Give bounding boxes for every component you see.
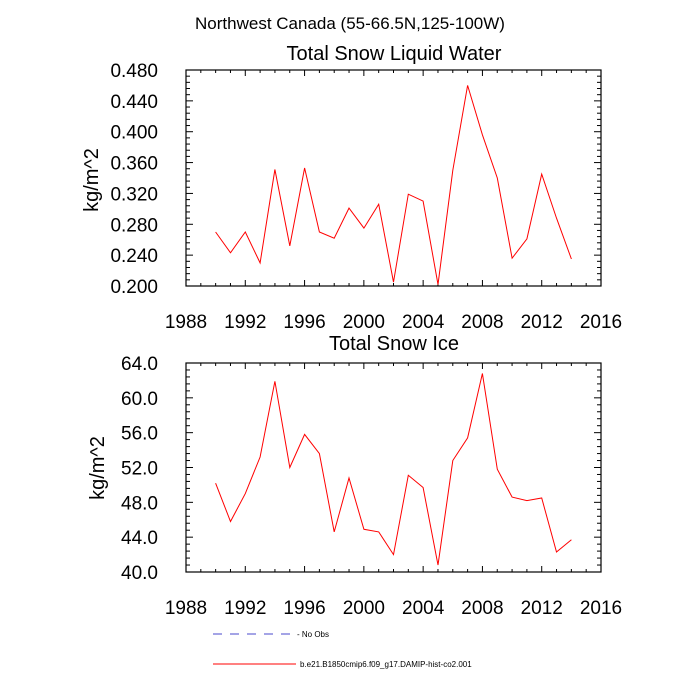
y-tick-label: 0.360 bbox=[110, 154, 158, 175]
y-tick-label: 52.0 bbox=[121, 459, 158, 480]
x-tick-label: 2000 bbox=[343, 312, 385, 333]
x-tick-label: 2004 bbox=[402, 598, 445, 619]
panel-snow-liquid-water: Total Snow Liquid Water kg/m^2 1988 1992 1… bbox=[81, 43, 622, 333]
x-tick-label: 2008 bbox=[461, 598, 503, 619]
x-tick-label: 1988 bbox=[165, 598, 207, 619]
x-tick-label: 2000 bbox=[343, 598, 385, 619]
x-tick-label: 2012 bbox=[521, 598, 563, 619]
panel-title: Total Snow Liquid Water bbox=[287, 43, 502, 65]
legend-label-model-run: b.e21.B1850cmip6.f09_g17.DAMIP-hist-co2.… bbox=[300, 660, 472, 669]
y-tick-label: 44.0 bbox=[121, 528, 158, 549]
legend-label-no-obs: - No Obs bbox=[297, 630, 329, 639]
y-tick-label: 0.320 bbox=[110, 184, 158, 205]
x-tick-label: 1988 bbox=[165, 312, 207, 333]
panel-title: Total Snow Ice bbox=[329, 333, 459, 355]
y-tick-label: 64.0 bbox=[121, 354, 158, 375]
y-tick-label: 40.0 bbox=[121, 563, 158, 584]
y-tick-label: 0.280 bbox=[110, 215, 158, 236]
y-tick-label: 0.480 bbox=[110, 61, 158, 82]
series-line bbox=[215, 373, 572, 566]
y-tick-label: 48.0 bbox=[121, 493, 158, 514]
x-tick-label: 2016 bbox=[580, 598, 622, 619]
y-tick-label: 0.200 bbox=[110, 277, 158, 298]
x-tick-label: 1992 bbox=[224, 598, 266, 619]
x-tick-label: 2008 bbox=[461, 312, 503, 333]
x-tick-label: 2004 bbox=[402, 312, 445, 333]
y-tick-label: 0.240 bbox=[110, 246, 158, 267]
figure-title: Northwest Canada (55-66.5N,125-100W) bbox=[195, 14, 505, 33]
y-axis-label: kg/m^2 bbox=[81, 148, 103, 212]
x-tick-label: 2012 bbox=[521, 312, 563, 333]
series-line bbox=[215, 85, 572, 285]
panel-snow-ice: Total Snow Ice kg/m^2 1988 1992 1996 2000 20… bbox=[87, 333, 622, 619]
y-tick-label: 0.400 bbox=[110, 123, 158, 144]
legend: - No Obs b.e21.B1850cmip6.f09_g17.DAMIP-… bbox=[213, 630, 472, 669]
plot-frame bbox=[185, 69, 602, 287]
x-tick-label: 1992 bbox=[224, 312, 266, 333]
y-tick-label: 60.0 bbox=[121, 389, 158, 410]
y-axis-label: kg/m^2 bbox=[87, 436, 109, 500]
y-tick-label: 0.440 bbox=[110, 92, 158, 113]
plot-frame bbox=[185, 362, 602, 573]
x-tick-label: 2016 bbox=[580, 312, 622, 333]
x-tick-label: 1996 bbox=[283, 598, 325, 619]
y-tick-label: 56.0 bbox=[121, 424, 158, 445]
x-tick-label: 1996 bbox=[283, 312, 325, 333]
